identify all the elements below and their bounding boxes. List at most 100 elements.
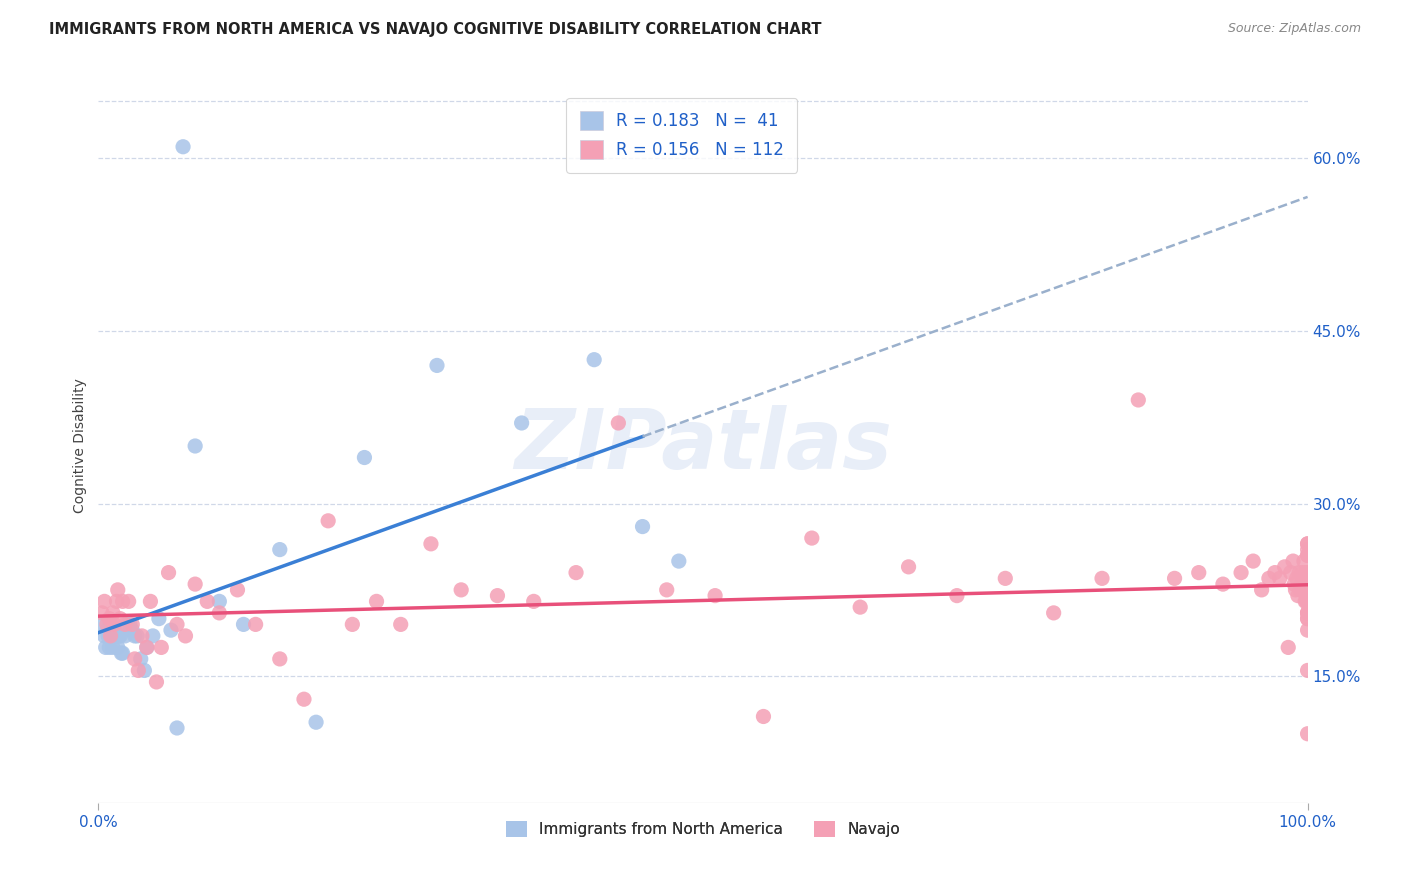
Point [1296, 589, 1319, 603]
Point [946, 589, 969, 603]
Point [157, 566, 180, 580]
Point [118, 594, 141, 608]
Point [91, 606, 114, 620]
Point [486, 589, 509, 603]
Point [1295, 566, 1317, 580]
Point [121, 623, 143, 637]
Point [1296, 612, 1319, 626]
Point [897, 559, 920, 574]
Text: IMMIGRANTS FROM NORTH AMERICA VS NAVAJO COGNITIVE DISABILITY CORRELATION CHART: IMMIGRANTS FROM NORTH AMERICA VS NAVAJO … [49, 22, 821, 37]
Point [91, 617, 114, 632]
Point [1296, 571, 1319, 585]
Point [93, 629, 115, 643]
Point [127, 664, 149, 678]
Point [1296, 594, 1319, 608]
Text: Source: ZipAtlas.com: Source: ZipAtlas.com [1227, 22, 1361, 36]
Point [108, 629, 131, 643]
Point [101, 640, 124, 655]
Point [1296, 537, 1319, 551]
Point [450, 582, 472, 597]
Point [420, 537, 443, 551]
Point [124, 629, 146, 643]
Point [1296, 582, 1319, 597]
Point [1264, 566, 1286, 580]
Point [1296, 549, 1319, 563]
Point [1268, 571, 1291, 585]
Point [1295, 582, 1317, 597]
Point [111, 594, 134, 608]
Point [208, 606, 231, 620]
Point [269, 542, 291, 557]
Point [97, 629, 120, 643]
Point [96, 617, 118, 632]
Point [1188, 566, 1211, 580]
Point [1296, 612, 1319, 626]
Point [108, 612, 131, 626]
Point [94, 640, 117, 655]
Legend: Immigrants from North America, Navajo: Immigrants from North America, Navajo [498, 814, 908, 845]
Point [1296, 537, 1319, 551]
Point [1294, 571, 1316, 585]
Point [1286, 589, 1309, 603]
Point [305, 715, 328, 730]
Point [353, 450, 375, 465]
Point [184, 577, 207, 591]
Point [1257, 571, 1279, 585]
Point [100, 629, 122, 643]
Point [245, 617, 267, 632]
Point [117, 617, 139, 632]
Point [226, 582, 249, 597]
Point [1128, 392, 1150, 407]
Point [1296, 623, 1319, 637]
Point [1296, 606, 1319, 620]
Point [1296, 589, 1319, 603]
Point [172, 140, 194, 154]
Point [1295, 594, 1317, 608]
Point [1285, 571, 1308, 585]
Point [1230, 566, 1253, 580]
Point [1241, 554, 1264, 568]
Point [607, 416, 630, 430]
Point [111, 646, 134, 660]
Point [292, 692, 315, 706]
Point [1163, 571, 1185, 585]
Point [269, 652, 291, 666]
Point [1292, 566, 1315, 580]
Point [1091, 571, 1114, 585]
Point [655, 582, 678, 597]
Point [1292, 582, 1315, 597]
Point [523, 594, 546, 608]
Point [98, 612, 121, 626]
Point [994, 571, 1017, 585]
Point [96, 623, 118, 637]
Point [1296, 571, 1319, 585]
Point [704, 589, 727, 603]
Point [148, 612, 170, 626]
Point [1296, 571, 1319, 585]
Point [1289, 582, 1312, 597]
Point [1294, 594, 1316, 608]
Point [107, 640, 129, 655]
Point [232, 617, 254, 632]
Point [1296, 589, 1319, 603]
Point [426, 359, 449, 373]
Point [114, 617, 136, 632]
Point [100, 617, 122, 632]
Point [510, 416, 533, 430]
Point [849, 600, 872, 615]
Point [107, 582, 129, 597]
Point [366, 594, 388, 608]
Point [565, 566, 588, 580]
Y-axis label: Cognitive Disability: Cognitive Disability [73, 378, 87, 514]
Point [1212, 577, 1234, 591]
Point [1295, 589, 1317, 603]
Point [1296, 606, 1319, 620]
Point [160, 623, 183, 637]
Point [668, 554, 690, 568]
Point [1296, 549, 1319, 563]
Point [184, 439, 207, 453]
Point [1274, 559, 1296, 574]
Point [98, 640, 121, 655]
Point [583, 352, 606, 367]
Point [1291, 577, 1313, 591]
